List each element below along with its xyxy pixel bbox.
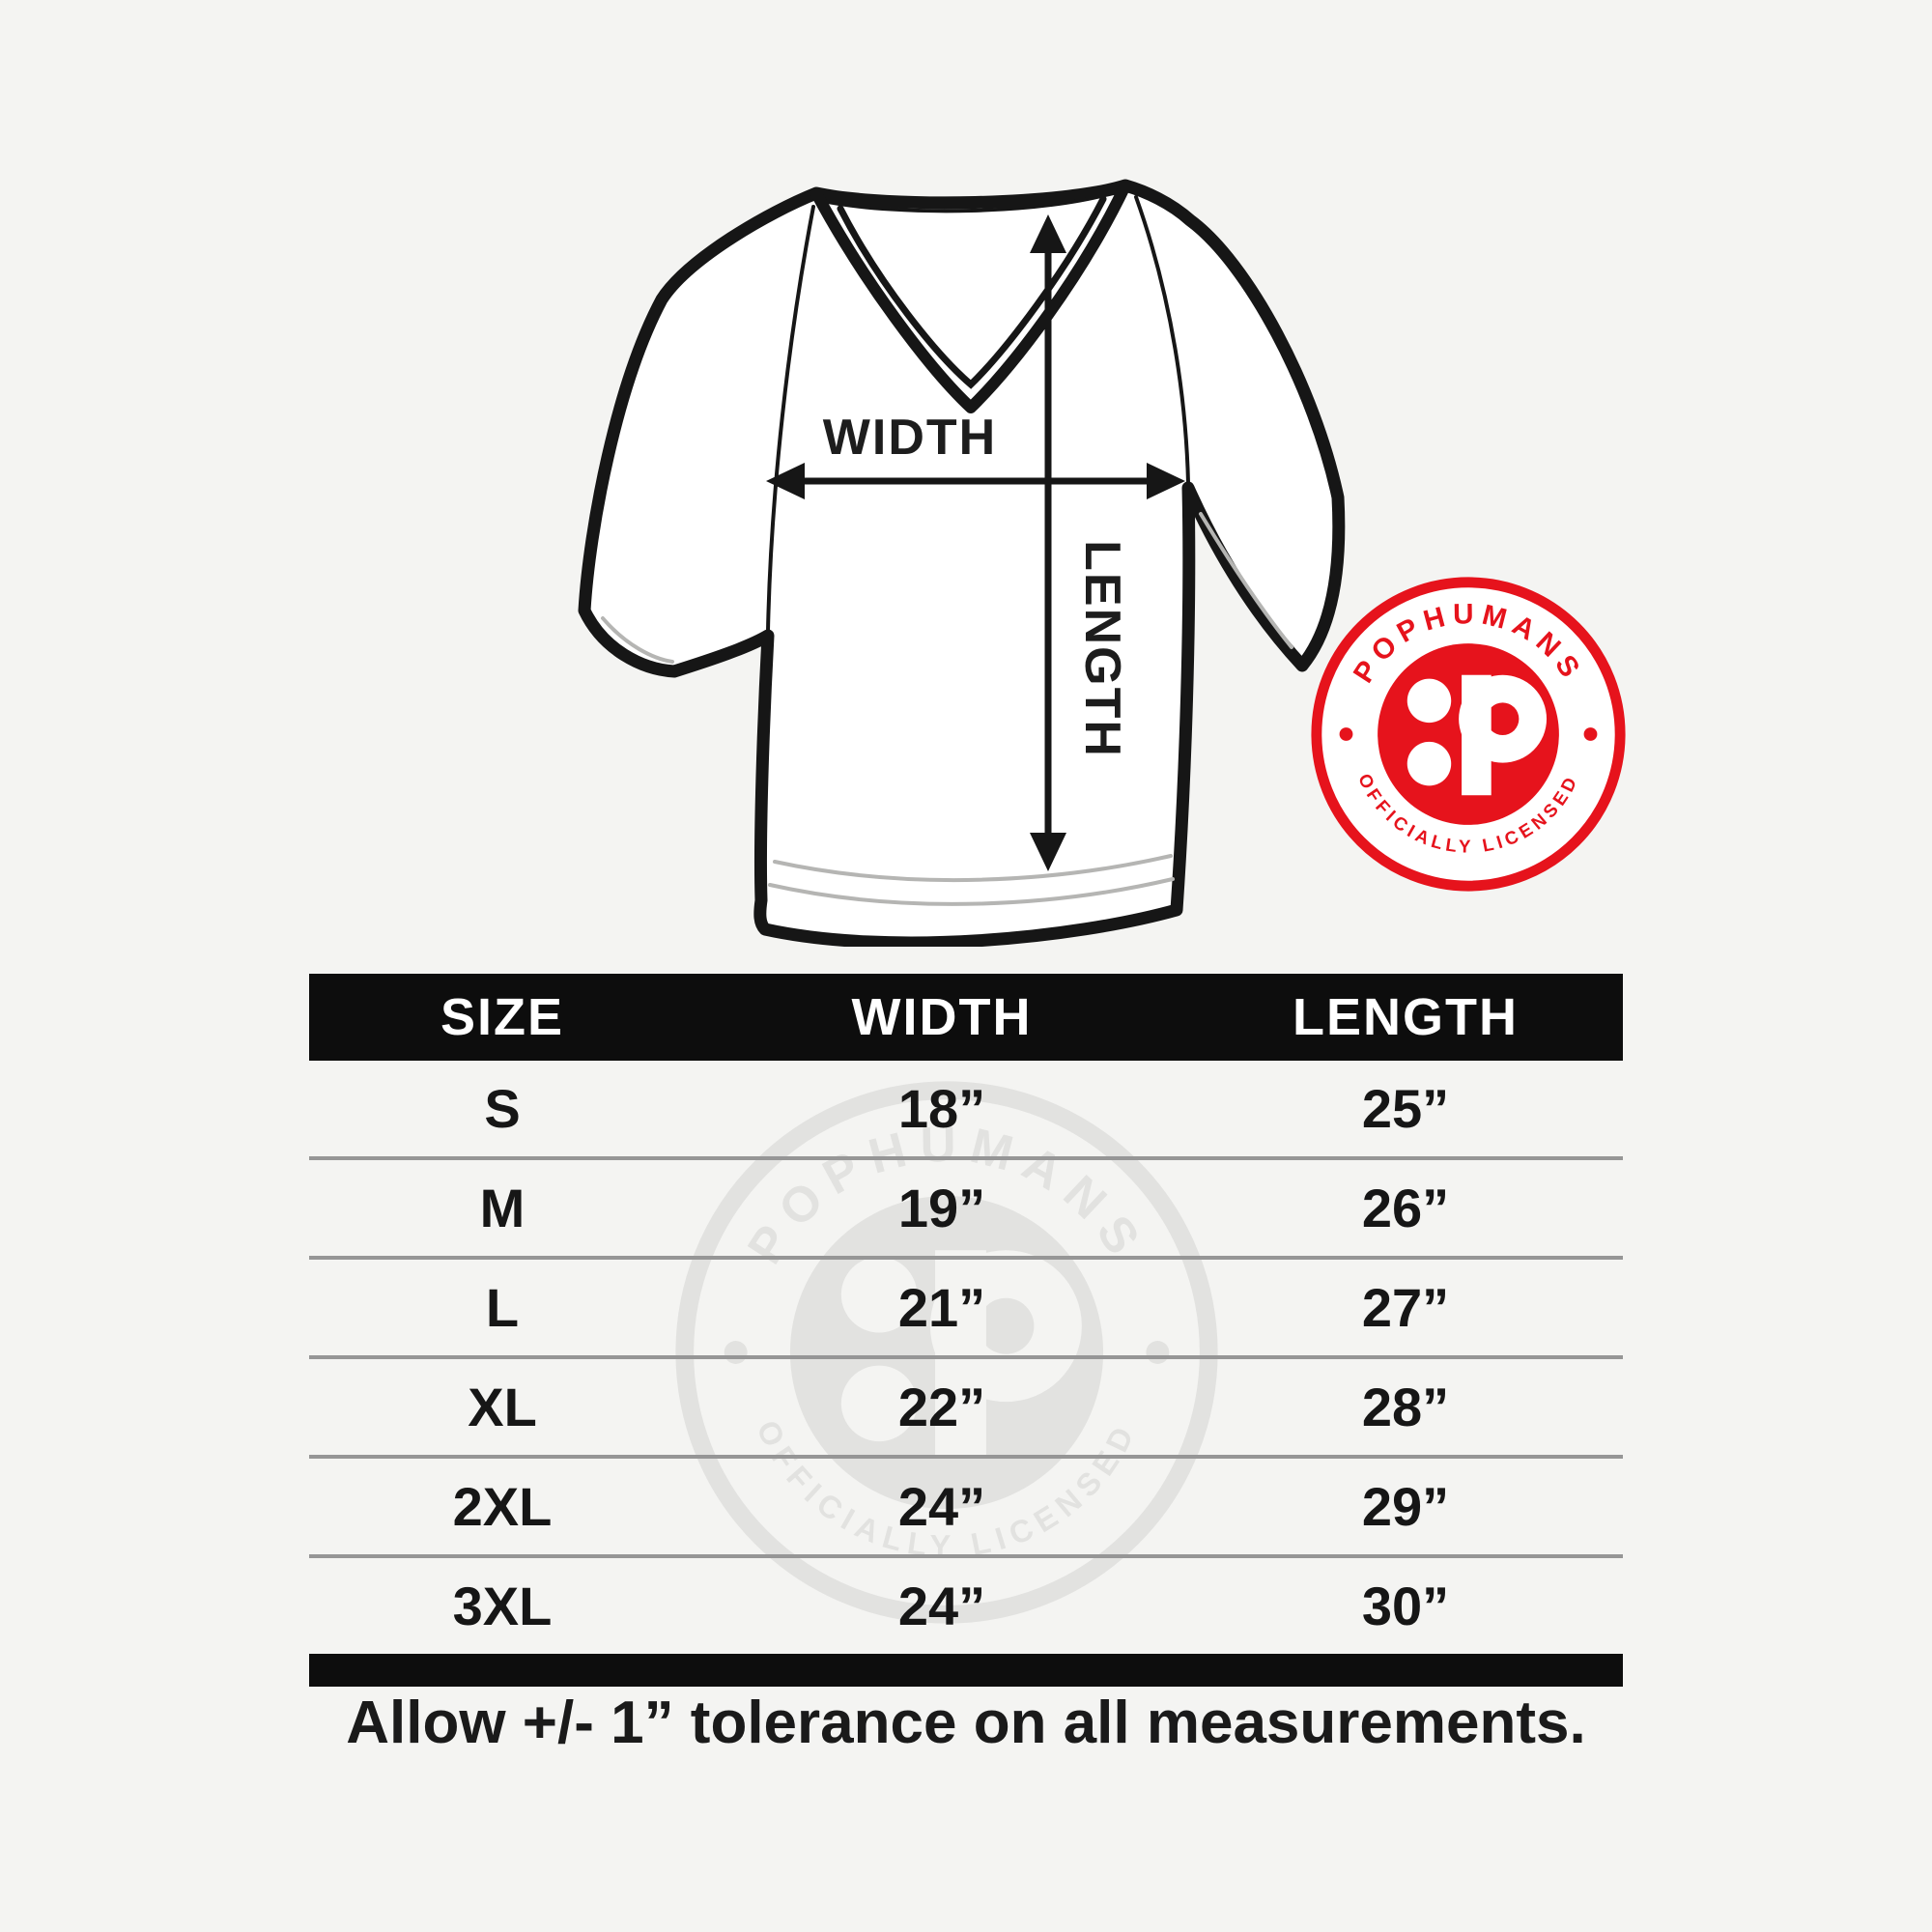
right-seam	[1134, 195, 1190, 485]
width-cell: 19”	[897, 1178, 986, 1238]
size-cell: 2XL	[452, 1476, 553, 1537]
badge-dot-right	[1583, 727, 1598, 741]
table-row: M 19” 26”	[309, 1156, 1623, 1256]
width-cell: 24”	[897, 1476, 986, 1537]
width-arrow	[766, 463, 1185, 499]
width-cell: 21”	[897, 1277, 986, 1338]
hem-fold-line	[773, 854, 1173, 883]
right-cuff-fold	[1199, 512, 1293, 649]
size-cell: XL	[468, 1377, 537, 1437]
watermark-seal: POPHUMANS OFFICIALLY LICENSED	[675, 1081, 1218, 1624]
size-cell: M	[479, 1178, 526, 1238]
width-label: WIDTH	[823, 410, 997, 466]
length-cell: 28”	[1361, 1377, 1450, 1437]
size-cell: L	[485, 1277, 520, 1338]
table-row: L 21” 27”	[309, 1256, 1623, 1355]
length-cell: 27”	[1361, 1277, 1450, 1338]
hem-fold-line	[768, 877, 1175, 906]
table-row: 2XL 24” 29”	[309, 1455, 1623, 1554]
table-bottom-bar	[309, 1654, 1623, 1687]
table-header: SIZE WIDTH LENGTH	[309, 974, 1623, 1061]
badge-dot-left	[1339, 727, 1353, 741]
left-seam	[766, 205, 815, 633]
width-cell: 22”	[897, 1377, 986, 1437]
width-cell: 24”	[897, 1576, 986, 1636]
column-header-size: SIZE	[440, 988, 565, 1046]
tolerance-note: Allow +/- 1” tolerance on all measuremen…	[346, 1690, 1586, 1756]
column-header-width: WIDTH	[851, 988, 1033, 1046]
length-cell: 29”	[1361, 1476, 1450, 1537]
watermark-badge: POPHUMANS OFFICIALLY LICENSED	[667, 1072, 1227, 1633]
table-row: S 18” 25”	[309, 1061, 1623, 1156]
size-cell: S	[484, 1078, 521, 1139]
tshirt-body	[578, 179, 1346, 947]
length-cell: 26”	[1361, 1178, 1450, 1238]
tshirt-illustration: WIDTH LENGTH	[578, 179, 1346, 947]
length-arrow	[1030, 214, 1066, 871]
length-label: LENGTH	[1074, 540, 1130, 758]
vneck-outer	[810, 180, 1131, 413]
brand-badge: POPHUMANS OFFICIALLY LICENSED	[1306, 572, 1631, 896]
length-cell: 25”	[1361, 1078, 1450, 1139]
collar-back-line	[821, 189, 1121, 213]
p-logo-icon	[1406, 674, 1548, 796]
vneck-inner	[837, 195, 1107, 389]
size-chart-table: SIZE WIDTH LENGTH S 18” 25” M 19” 26” L …	[309, 974, 1623, 1687]
column-header-length: LENGTH	[1293, 988, 1519, 1046]
watermark-p-logo-icon	[840, 1250, 1082, 1459]
brand-badge-seal: POPHUMANS OFFICIALLY LICENSED	[1311, 577, 1626, 892]
tshirt-measurement-diagram: WIDTH LENGTH	[570, 164, 1352, 947]
table-row: 3XL 24” 30”	[309, 1554, 1623, 1654]
left-cuff-fold	[601, 616, 674, 664]
width-cell: 18”	[897, 1078, 986, 1139]
size-cell: 3XL	[452, 1576, 553, 1636]
table-row: XL 22” 28”	[309, 1355, 1623, 1455]
length-cell: 30”	[1361, 1576, 1450, 1636]
